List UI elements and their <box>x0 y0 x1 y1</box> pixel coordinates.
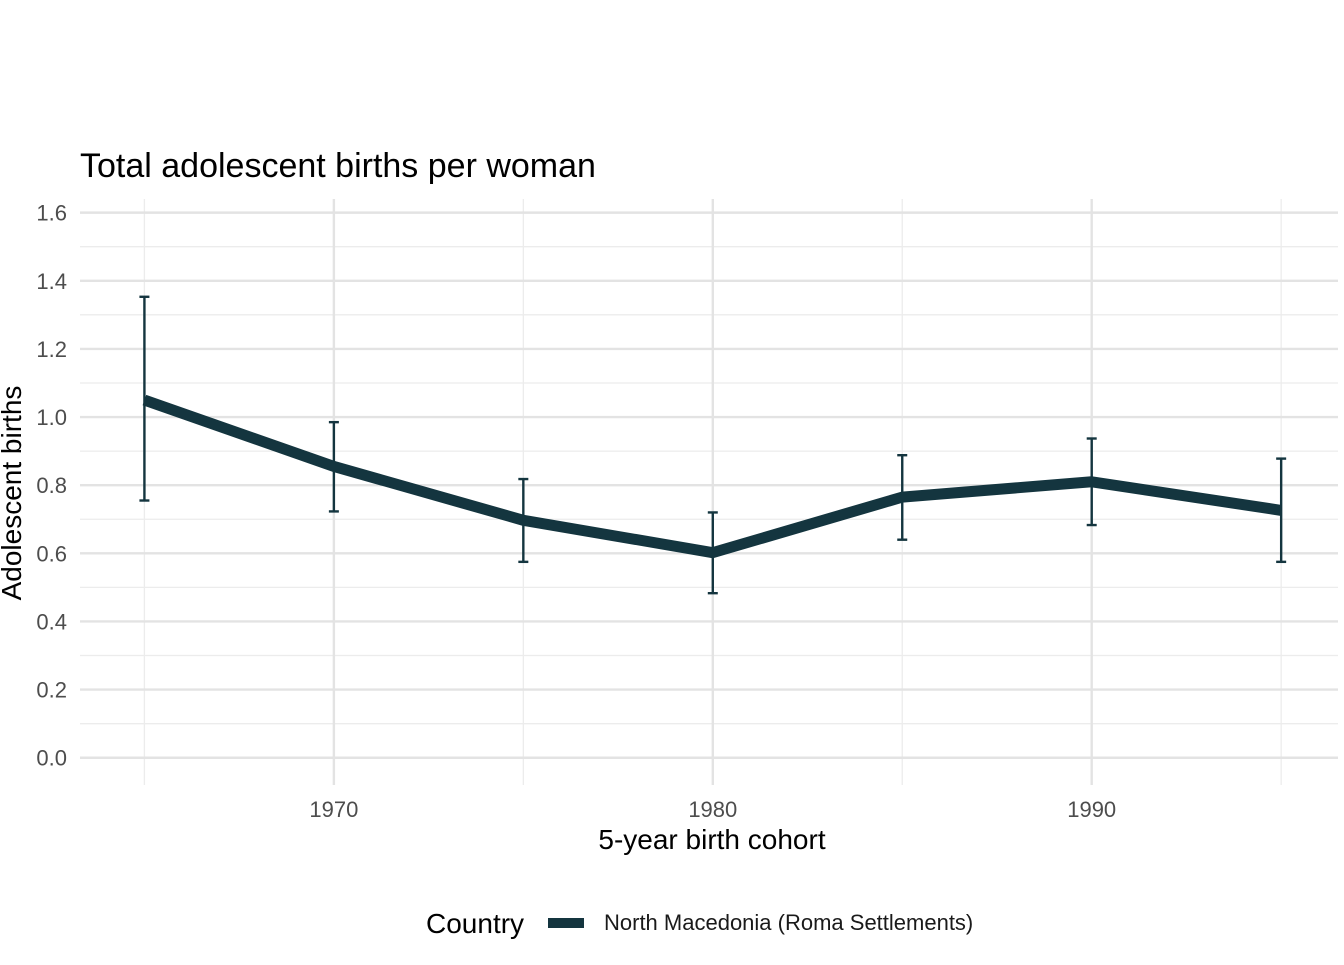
minor-gridlines <box>80 199 1338 785</box>
x-tick-label: 1980 <box>688 797 737 822</box>
x-tick-label: 1990 <box>1067 797 1116 822</box>
x-axis-label: 5-year birth cohort <box>598 824 825 855</box>
series-lines <box>142 394 1282 559</box>
y-tick-label: 1.0 <box>36 405 67 430</box>
legend: Country North Macedonia (Roma Settlement… <box>426 908 973 939</box>
y-tick-label: 0.2 <box>36 678 67 703</box>
chart-title: Total adolescent births per woman <box>80 147 596 185</box>
legend-title: Country <box>426 908 524 939</box>
y-tick-label: 0.0 <box>36 746 67 771</box>
y-tick-label: 0.6 <box>36 541 67 566</box>
x-axis-tick-labels: 1970 1980 1990 <box>309 797 1116 822</box>
legend-key-north-macedonia <box>548 918 584 928</box>
major-gridlines <box>80 199 1338 785</box>
y-axis-tick-labels: 0.0 0.2 0.4 0.6 0.8 1.0 1.2 1.4 1.6 <box>36 201 67 771</box>
y-tick-label: 0.4 <box>36 609 67 634</box>
y-tick-label: 1.2 <box>36 337 67 362</box>
y-tick-label: 1.4 <box>36 269 67 294</box>
series-line-north-macedonia <box>142 394 1282 559</box>
x-tick-label: 1970 <box>309 797 358 822</box>
y-axis-label: Adolescent births <box>0 386 27 601</box>
y-tick-label: 1.6 <box>36 201 67 226</box>
y-tick-label: 0.8 <box>36 473 67 498</box>
legend-item-label: North Macedonia (Roma Settlements) <box>604 910 973 935</box>
